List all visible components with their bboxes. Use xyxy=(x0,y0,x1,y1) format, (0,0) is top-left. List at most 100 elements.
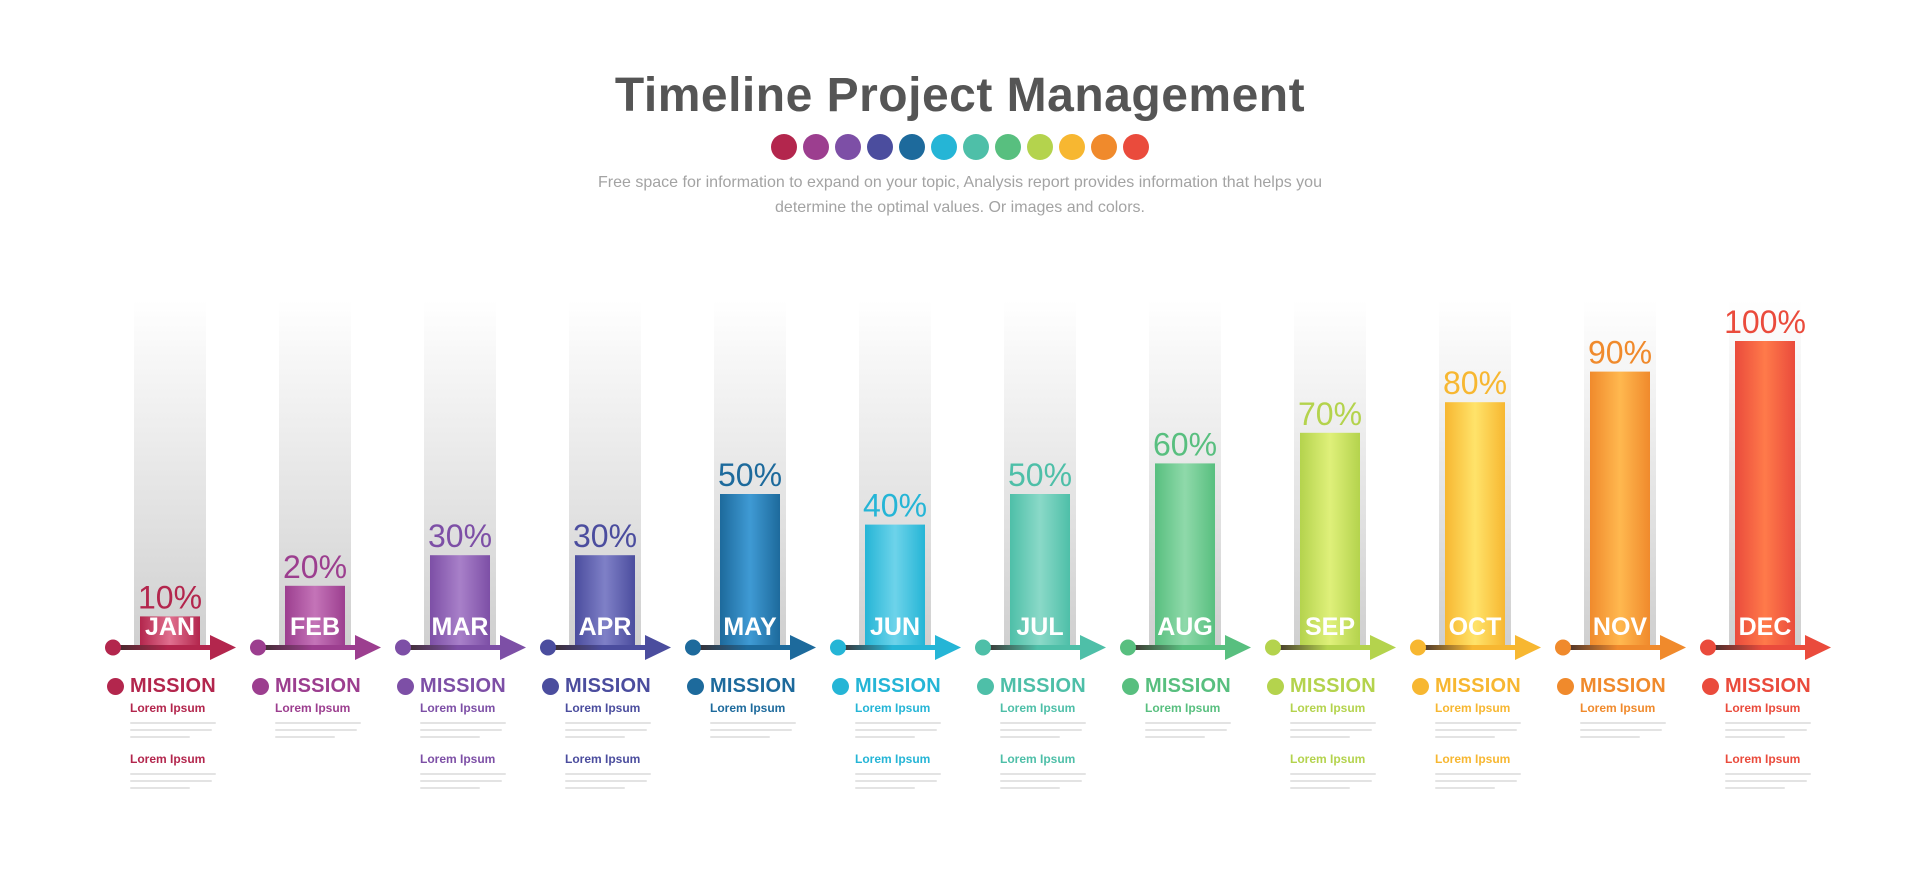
timeline-dot-apr xyxy=(540,639,556,656)
mission-subtitle-2: Lorem Ipsum xyxy=(420,752,496,766)
color-dot-8 xyxy=(995,134,1021,160)
mission-head: MISSION xyxy=(832,673,960,699)
month-label-oct: OCT xyxy=(1449,613,1502,641)
color-dot-11 xyxy=(1091,134,1117,160)
mission-aug: MISSION Lorem Ipsum xyxy=(1122,673,1250,743)
mission-jul: MISSION Lorem Ipsum Lorem Ipsum xyxy=(977,673,1105,794)
month-label-dec: DEC xyxy=(1739,613,1792,641)
timeline-arrow-head-jun xyxy=(935,635,961,660)
mission-nov: MISSION Lorem Ipsum xyxy=(1557,673,1685,743)
mission-mar: MISSION Lorem Ipsum Lorem Ipsum xyxy=(397,673,525,794)
timeline-arrow-head-dec xyxy=(1805,635,1831,660)
mission-title: MISSION xyxy=(130,674,216,697)
month-label-feb: FEB xyxy=(290,613,340,641)
value-label-dec: 100% xyxy=(1724,304,1806,340)
page-title: Timeline Project Management xyxy=(614,69,1306,122)
mission-subtitle: Lorem Ipsum xyxy=(1435,701,1511,715)
mission-head: MISSION xyxy=(1122,673,1250,699)
mission-subtitle-2: Lorem Ipsum xyxy=(1725,752,1801,766)
mission-sep: MISSION Lorem Ipsum Lorem Ipsum xyxy=(1267,673,1395,794)
color-dot-12 xyxy=(1123,134,1149,160)
mission-subtitle: Lorem Ipsum xyxy=(1290,701,1366,715)
mission-text-lines xyxy=(1000,722,1105,738)
mission-text-lines xyxy=(855,722,960,738)
mission-dot-icon xyxy=(1412,677,1429,695)
mission-text-lines xyxy=(275,722,380,738)
mission-text-lines-2 xyxy=(1435,773,1540,789)
bar-sep xyxy=(1300,432,1360,647)
timeline-arrow-line-oct xyxy=(1418,645,1517,650)
mission-subtitle-2: Lorem Ipsum xyxy=(130,752,206,766)
color-dot-4 xyxy=(867,134,893,160)
bar-nov xyxy=(1590,371,1650,647)
timeline-dot-sep xyxy=(1265,639,1281,656)
mission-subtitle-2: Lorem Ipsum xyxy=(1435,752,1511,766)
mission-text-lines-2 xyxy=(565,773,670,789)
mission-title: MISSION xyxy=(855,674,941,697)
mission-text-lines-2 xyxy=(855,773,960,789)
mission-dot-icon xyxy=(832,677,849,695)
mission-subtitle: Lorem Ipsum xyxy=(420,701,496,715)
timeline-dot-may xyxy=(685,639,701,656)
mission-subtitle: Lorem Ipsum xyxy=(855,701,931,715)
bar-mar xyxy=(430,555,490,647)
mission-dot-icon xyxy=(107,677,124,695)
mission-text-lines xyxy=(420,722,525,738)
timeline-arrow-head-may xyxy=(790,635,816,660)
mission-dot-icon xyxy=(1702,677,1719,695)
mission-subtitle: Lorem Ipsum xyxy=(1000,701,1076,715)
mission-subtitle-2: Lorem Ipsum xyxy=(1290,752,1366,766)
bar-jan xyxy=(140,616,200,647)
mission-head: MISSION xyxy=(687,673,815,699)
mission-subtitle-2: Lorem Ipsum xyxy=(565,752,641,766)
mission-subtitle: Lorem Ipsum xyxy=(710,701,786,715)
month-label-jan: JAN xyxy=(145,613,195,641)
mission-title: MISSION xyxy=(1435,674,1521,697)
subtitle-line-2: determine the optimal values. Or images … xyxy=(775,199,1145,216)
mission-head: MISSION xyxy=(542,673,670,699)
subtitle-line-1: Free space for information to expand on … xyxy=(598,174,1322,191)
timeline-dot-feb xyxy=(250,639,266,656)
mission-apr: MISSION Lorem Ipsum Lorem Ipsum xyxy=(542,673,670,794)
timeline-arrow-head-aug xyxy=(1225,635,1251,660)
bar-dec xyxy=(1735,341,1795,647)
mission-title: MISSION xyxy=(420,674,506,697)
value-label-mar: 30% xyxy=(428,518,492,554)
timeline-arrow-head-nov xyxy=(1660,635,1686,660)
mission-head: MISSION xyxy=(1557,673,1685,699)
month-label-apr: APR xyxy=(579,613,632,641)
value-label-nov: 90% xyxy=(1588,335,1652,371)
color-dot-2 xyxy=(803,134,829,160)
color-dot-9 xyxy=(1027,134,1053,160)
timeline-arrow-line-feb xyxy=(258,645,357,650)
timeline-arrow-head-oct xyxy=(1515,635,1541,660)
color-dot-5 xyxy=(899,134,925,160)
month-label-may: MAY xyxy=(723,613,777,641)
mission-head: MISSION xyxy=(1412,673,1540,699)
bar-jun xyxy=(865,524,925,647)
timeline-arrow-head-jan xyxy=(210,635,236,660)
subtitle: Free space for information to expand on … xyxy=(560,170,1360,220)
bar-feb xyxy=(285,585,345,647)
month-label-mar: MAR xyxy=(432,613,489,641)
timeline-dot-jul xyxy=(975,639,991,656)
mission-text-lines xyxy=(1580,722,1685,738)
mission-title: MISSION xyxy=(275,674,361,697)
value-label-jun: 40% xyxy=(863,488,927,524)
month-label-aug: AUG xyxy=(1157,613,1213,641)
timeline-arrow-line-dec xyxy=(1708,645,1807,650)
month-label-jul: JUL xyxy=(1016,613,1063,641)
mission-title: MISSION xyxy=(565,674,651,697)
mission-subtitle: Lorem Ipsum xyxy=(130,701,206,715)
timeline-dot-mar xyxy=(395,639,411,656)
timeline-dot-oct xyxy=(1410,639,1426,656)
bar-jul xyxy=(1010,494,1070,647)
bar-oct xyxy=(1445,402,1505,647)
mission-subtitle: Lorem Ipsum xyxy=(275,701,351,715)
mission-title: MISSION xyxy=(1725,674,1811,697)
timeline-arrow-head-jul xyxy=(1080,635,1106,660)
mission-head: MISSION xyxy=(252,673,380,699)
mission-dec: MISSION Lorem Ipsum Lorem Ipsum xyxy=(1702,673,1830,794)
timeline-dot-jan xyxy=(105,639,121,656)
mission-subtitle-2: Lorem Ipsum xyxy=(1000,752,1076,766)
